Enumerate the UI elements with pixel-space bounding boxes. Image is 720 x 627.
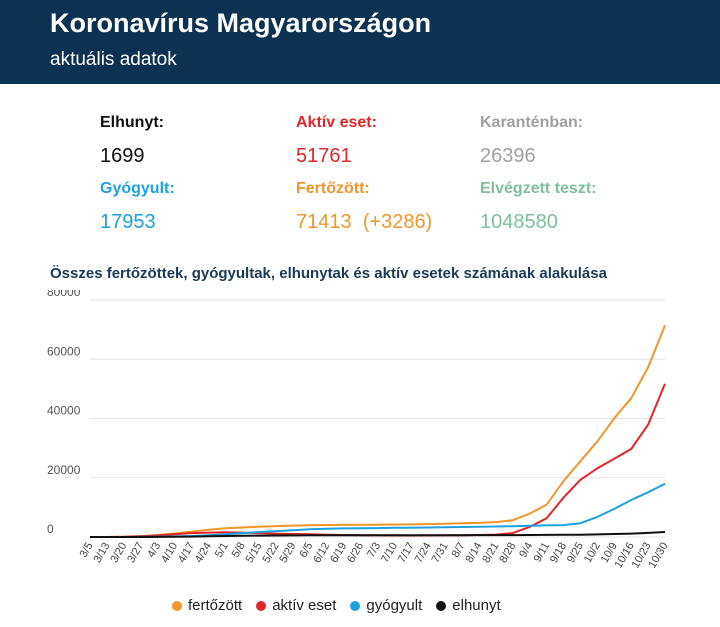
stat-quarantine-value: 26396 [480,145,536,167]
stat-quarantine: Karanténban: 26396 [480,114,583,168]
x-tick-label: 6/12 [311,541,332,566]
legend-dot-active [256,600,267,611]
y-tick-label: 80000 [47,290,81,299]
x-tick-label: 7/24 [413,541,434,566]
stat-recovered: Gyógyult: 17953 [100,180,175,234]
y-tick-label: 40000 [47,404,81,418]
series-line-1 [90,383,666,538]
stat-infected-value: 71413 (+3286) [296,211,433,233]
series-line-2 [90,482,666,538]
legend-item-deceased: elhunyt [436,597,501,614]
page-title: Koronavírus Magyarországon [50,8,432,38]
stat-active-label: Aktív eset: [296,114,377,131]
stat-tests-label: Elvégzett teszt: [480,180,597,197]
legend-label-deceased: elhunyt [452,597,501,614]
stat-deceased-label: Elhunyt: [100,114,164,131]
series-line-0 [90,325,666,538]
stat-active: Aktív eset: 51761 [296,114,377,168]
x-tick-label: 7/31 [430,541,451,566]
x-tick-label: 4/10 [159,541,180,566]
legend-item-recovered: gyógyult [350,597,422,614]
stat-deceased: Elhunyt: 1699 [100,114,164,168]
x-tick-label: 5/15 [244,541,265,566]
stat-quarantine-label: Karanténban: [480,114,584,131]
x-tick-label: 4/24 [193,541,214,566]
x-tick-label: 9/18 [548,541,569,566]
stat-recovered-label: Gyógyult: [100,180,175,197]
stat-recovered-value: 17953 [100,211,156,233]
x-tick-label: 5/22 [261,541,282,566]
x-tick-label: 7/10 [379,541,400,566]
legend-label-active: aktív eset [272,597,337,614]
chart-title: Összes fertőzöttek, gyógyultak, elhunyta… [50,265,607,282]
x-tick-label: 10/2 [582,541,603,566]
x-tick-label: 5/29 [277,541,298,566]
legend-label-recovered: gyógyult [366,597,423,614]
line-chart: 0200004000060000800003/53/133/203/274/34… [47,290,671,570]
x-tick-label: 8/21 [480,541,501,566]
y-tick-label: 0 [47,522,54,536]
legend-label-infected: fertőzött [188,597,243,614]
stat-tests-value: 1048580 [480,211,558,233]
legend-dot-infected [172,600,182,611]
y-tick-label: 20000 [47,463,81,477]
chart-legend: fertőzött aktív eset gyógyult elhunyt [172,597,501,614]
x-tick-label: 8/28 [497,541,518,566]
stat-tests: Elvégzett teszt: 1048580 [480,180,596,234]
stat-infected: Fertőzött: 71413 (+3286) [296,180,432,234]
legend-item-active: aktív eset [256,597,336,614]
x-tick-label: 7/17 [396,541,417,566]
x-tick-label: 5/1 [213,541,231,560]
x-tick-label: 3/20 [108,541,129,566]
stat-infected-label: Fertőzött: [296,180,370,197]
x-tick-label: 8/14 [463,541,484,566]
x-tick-label: 3/27 [125,541,146,566]
legend-dot-recovered [350,600,361,611]
legend-dot-deceased [436,600,447,611]
x-tick-label: 3/13 [91,541,112,566]
x-tick-label: 4/17 [176,541,197,566]
x-tick-label: 6/26 [345,541,366,566]
legend-item-infected: fertőzött [172,597,242,614]
stat-active-value: 51761 [296,145,352,167]
page-subtitle: aktuális adatok [50,49,177,70]
header: Koronavírus Magyarországon aktuális adat… [0,0,720,84]
y-tick-label: 60000 [47,344,81,358]
series-line-3 [90,531,666,538]
stat-deceased-value: 1699 [100,145,145,167]
x-tick-label: 6/19 [328,541,349,566]
x-tick-label: 9/25 [565,541,586,566]
